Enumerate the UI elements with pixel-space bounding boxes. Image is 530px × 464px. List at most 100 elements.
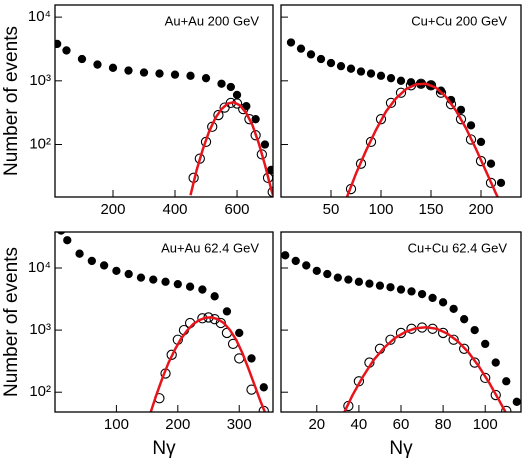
fit-curve: [149, 316, 267, 412]
plot-frame: [54, 231, 274, 413]
open-point: [465, 134, 477, 145]
y-axis-label: Number of events: [1, 247, 22, 397]
filled-point: [428, 293, 437, 303]
filled-point: [155, 69, 164, 78]
open-point: [501, 405, 512, 412]
open-point: [469, 357, 480, 368]
x-tick-label: 50: [323, 201, 340, 218]
filled-point: [323, 269, 332, 279]
filled-point: [502, 377, 511, 386]
filled-point: [260, 140, 270, 149]
filled-point: [316, 54, 326, 64]
filled-point: [376, 71, 386, 80]
plot-frame: [54, 4, 274, 198]
filled-point: [291, 256, 300, 266]
filled-point: [266, 165, 273, 175]
filled-point: [346, 64, 356, 73]
filled-point: [93, 60, 102, 69]
open-point: [365, 136, 377, 148]
filled-point: [417, 289, 427, 299]
panel-label: Au+Au 62.4 GeV: [161, 240, 259, 255]
filled-point: [112, 266, 121, 275]
y-tick-label: 10²: [29, 135, 51, 152]
filled-point: [247, 354, 256, 363]
filled-point: [75, 249, 84, 258]
plot-area: [281, 251, 521, 412]
y-tick-label: 10³: [29, 72, 51, 89]
filled-point: [486, 159, 496, 168]
x-axis-label: Nγ: [389, 438, 413, 459]
x-tick-label: 20: [308, 416, 325, 433]
open-point: [445, 99, 457, 110]
open-point: [448, 334, 459, 345]
plot-area: [57, 232, 269, 412]
open-point: [395, 87, 407, 98]
filled-point: [438, 298, 448, 307]
open-point: [213, 109, 224, 121]
filled-point: [170, 70, 180, 79]
filled-point: [222, 307, 232, 316]
panel-label: Cu+Cu 62.4 GeV: [408, 240, 508, 255]
open-point: [238, 103, 249, 115]
x-tick-label: 200: [165, 416, 190, 433]
fit-curve: [343, 326, 507, 412]
filled-point: [306, 50, 316, 59]
filled-point: [186, 71, 195, 80]
filled-point: [62, 46, 71, 55]
filled-point: [136, 273, 146, 282]
open-point: [455, 114, 467, 125]
panel-label: Au+Au 200 GeV: [165, 13, 260, 28]
x-tick-label: 100: [473, 416, 498, 433]
open-point: [425, 80, 437, 91]
filled-point: [481, 339, 490, 349]
filled-point: [226, 82, 235, 92]
filled-point: [149, 275, 158, 284]
plot-area: [286, 38, 506, 197]
open-point: [480, 372, 491, 384]
open-point: [475, 155, 487, 167]
filled-point: [333, 273, 342, 282]
filled-point: [496, 178, 506, 188]
filled-point: [491, 358, 500, 367]
filled-point: [217, 79, 226, 88]
x-tick-label: 300: [227, 416, 252, 433]
y-tick-label: 10⁴: [28, 8, 51, 25]
filled-point: [124, 269, 133, 279]
filled-point: [108, 63, 118, 72]
filled-point: [354, 277, 364, 286]
x-tick-label: 200: [100, 201, 125, 218]
filled-point: [365, 279, 374, 288]
filled-point: [466, 121, 476, 130]
filled-point: [57, 232, 66, 235]
filled-point: [460, 315, 469, 324]
filled-point: [456, 105, 466, 115]
plot-frame: [280, 231, 522, 413]
filled-point: [281, 251, 290, 260]
filled-point: [161, 277, 170, 286]
filled-point: [87, 256, 96, 266]
filled-point: [63, 236, 72, 245]
x-tick-label: 100: [368, 201, 393, 218]
filled-point: [210, 292, 219, 301]
plot-frame: [280, 4, 522, 198]
x-tick-label: 400: [162, 201, 187, 218]
y-tick-label: 10⁴: [28, 259, 51, 276]
x-tick-label: 60: [393, 416, 410, 433]
filled-point: [259, 383, 268, 392]
filled-point: [356, 67, 366, 76]
filled-point: [232, 90, 242, 100]
filled-point: [344, 275, 353, 284]
filled-point: [512, 397, 521, 406]
x-tick-label: 600: [225, 201, 250, 218]
filled-point: [198, 285, 207, 294]
x-tick-label: 200: [468, 201, 493, 218]
filled-point: [139, 68, 149, 77]
x-axis-label: Nγ: [152, 438, 176, 459]
panel-label: Cu+Cu 200 GeV: [411, 13, 507, 28]
open-point: [490, 389, 501, 401]
open-point: [459, 343, 470, 354]
plot-area: [55, 39, 273, 197]
filled-point: [302, 261, 311, 270]
filled-point: [185, 282, 195, 291]
